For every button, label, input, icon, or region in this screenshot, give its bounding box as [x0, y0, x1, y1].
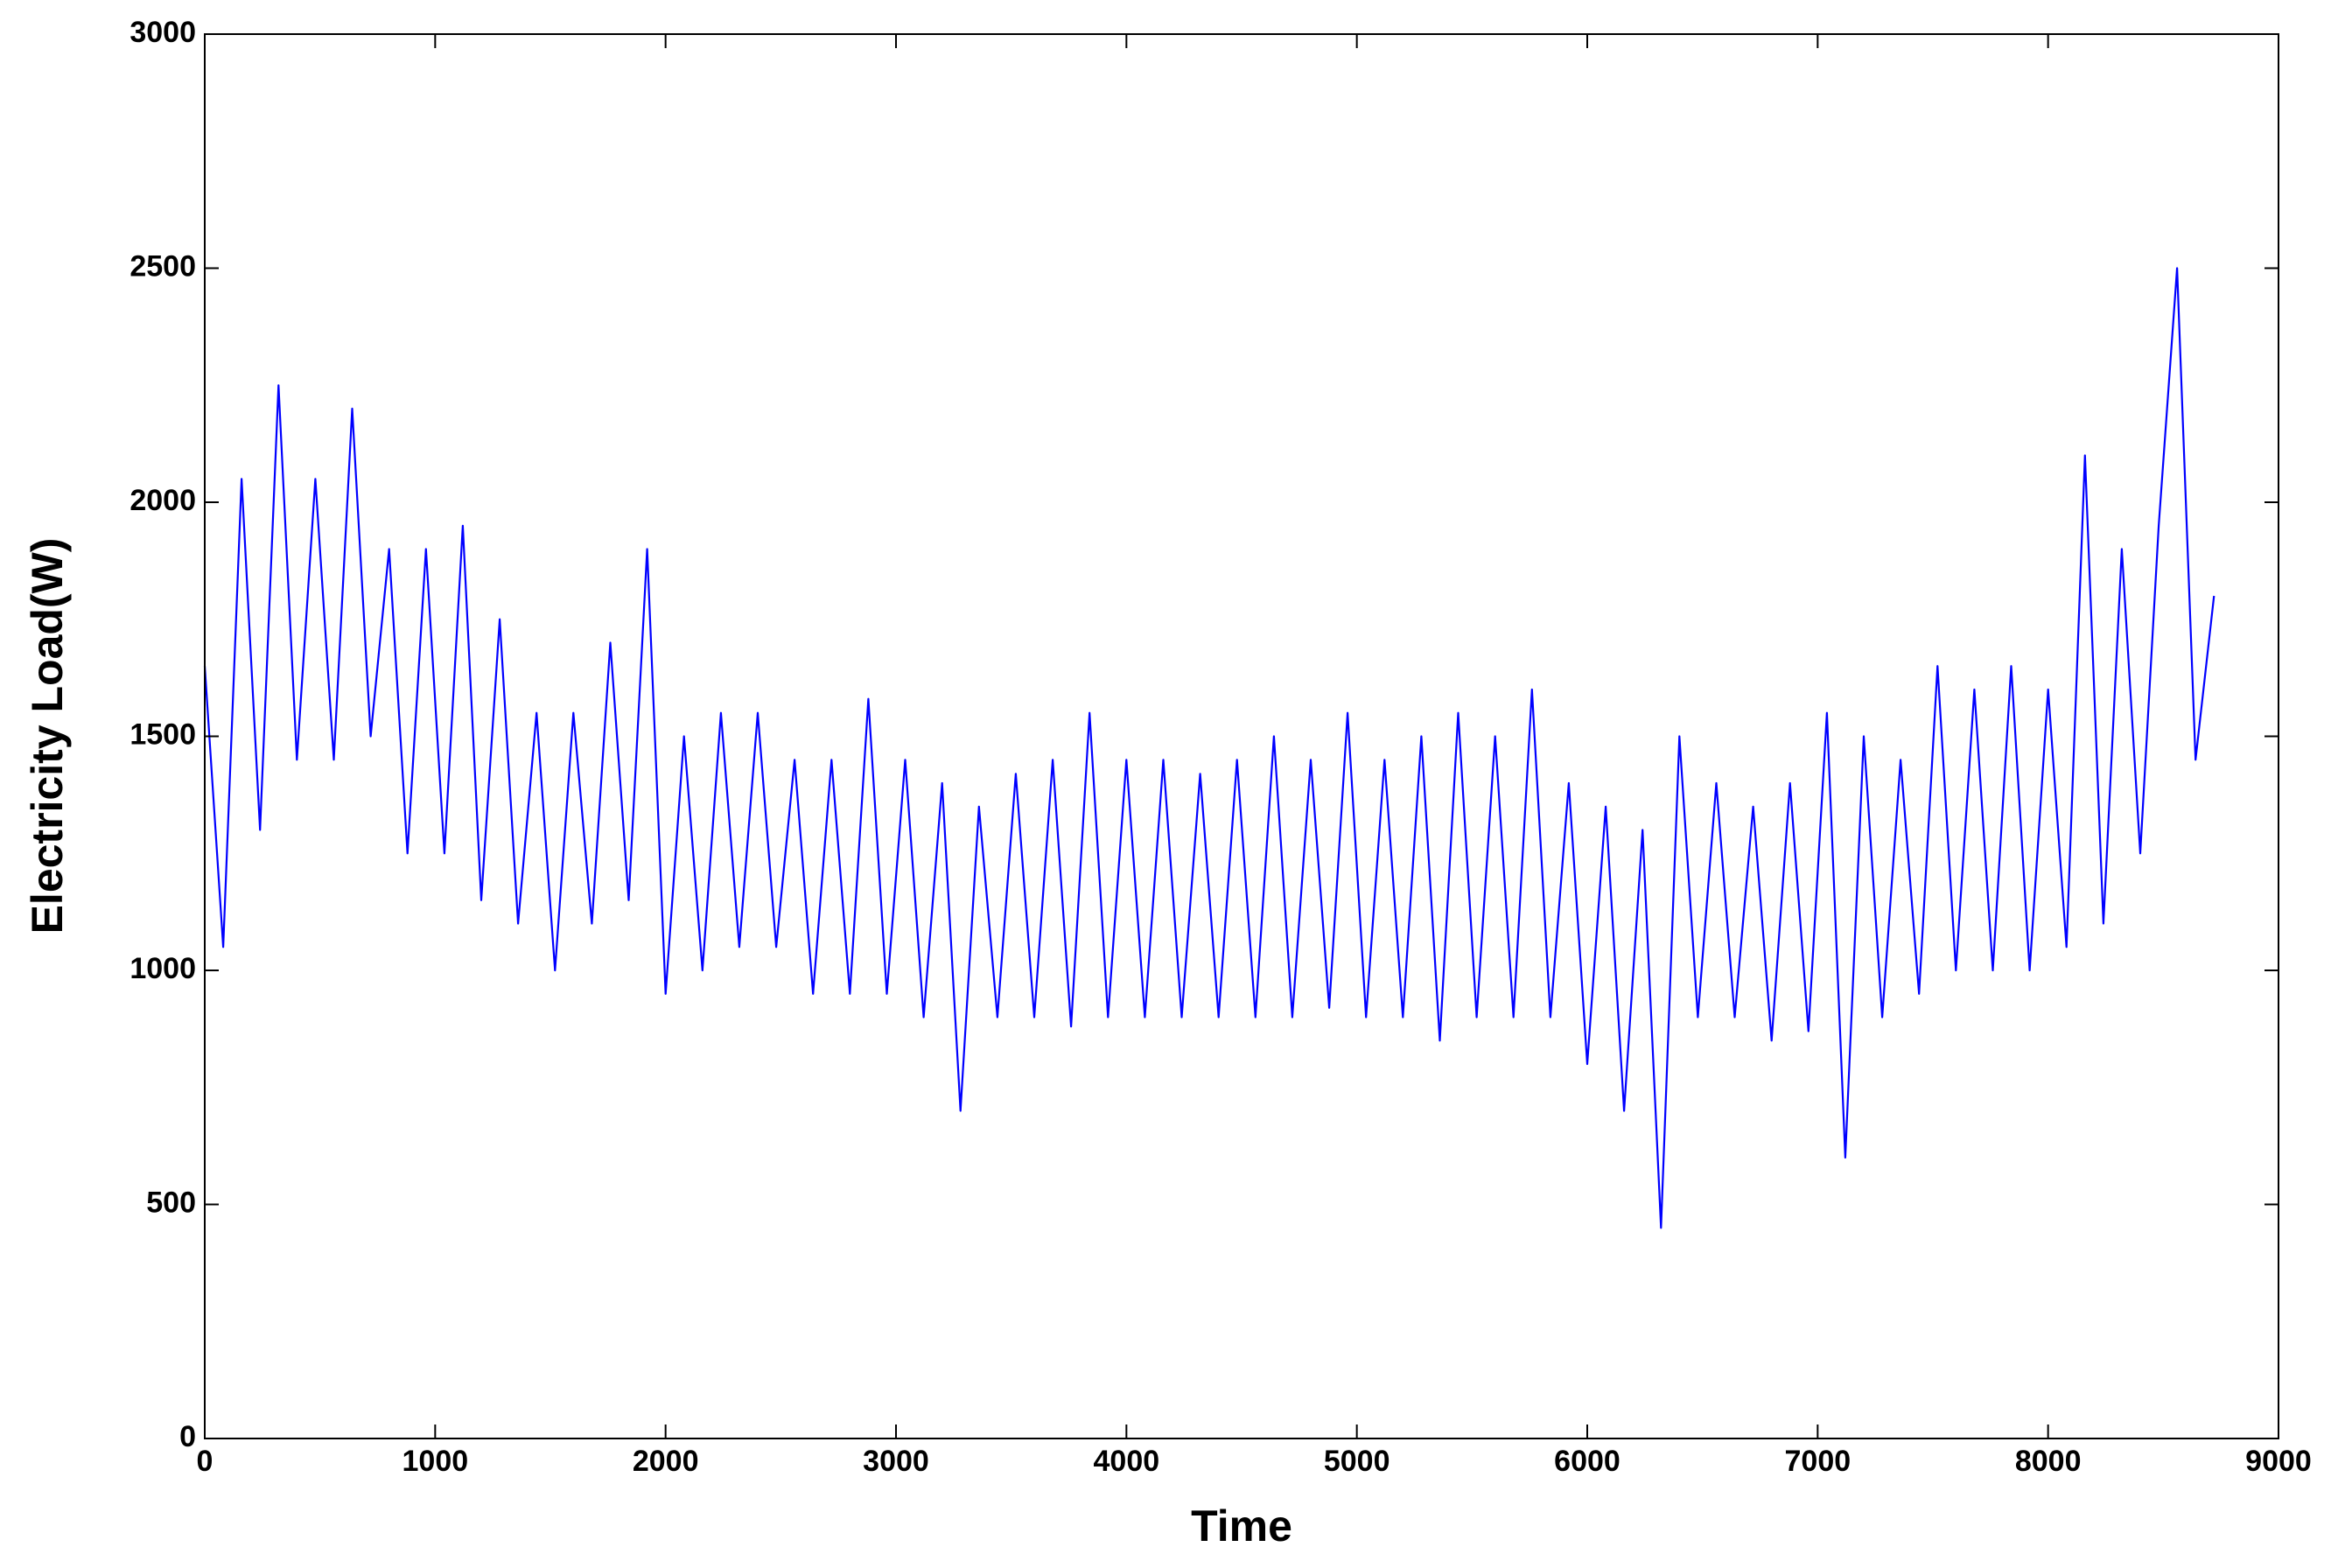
x-axis-label: Time — [1191, 1502, 1292, 1550]
y-tick-label: 500 — [146, 1186, 196, 1219]
plot-frame — [204, 33, 2279, 1439]
x-tick-label: 5000 — [1324, 1445, 1390, 1478]
x-tick-label: 4000 — [1094, 1445, 1160, 1478]
x-tick-label: 8000 — [2015, 1445, 2082, 1478]
y-tick-label: 0 — [179, 1420, 196, 1453]
x-tick-label: 0 — [197, 1445, 214, 1478]
x-tick-label: 7000 — [1785, 1445, 1852, 1478]
y-tick-label: 2000 — [130, 484, 196, 517]
y-tick-label: 1000 — [130, 952, 196, 985]
x-tick-label: 9000 — [2245, 1445, 2312, 1478]
y-tick-label: 3000 — [130, 16, 196, 49]
y-axis-label: Electricity Load(W) — [23, 538, 72, 934]
data-line — [203, 267, 2216, 1229]
x-tick-label: 2000 — [633, 1445, 699, 1478]
y-tick-label: 1500 — [130, 718, 196, 751]
y-tick-label: 2500 — [130, 249, 196, 283]
x-tick-label: 1000 — [402, 1445, 469, 1478]
x-tick-label: 3000 — [863, 1445, 929, 1478]
x-tick-label: 6000 — [1554, 1445, 1620, 1478]
